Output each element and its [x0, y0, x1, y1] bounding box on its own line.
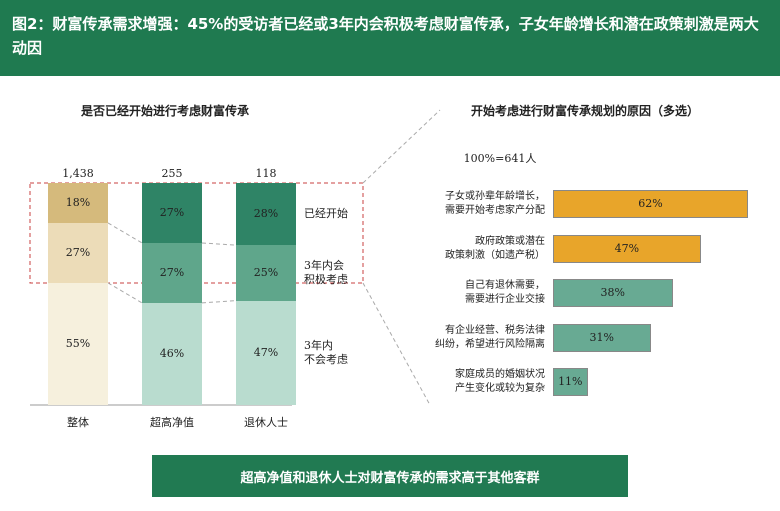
highlight-box	[29, 182, 364, 284]
bar-segment	[236, 245, 296, 301]
connector	[107, 282, 143, 304]
connector	[201, 300, 237, 304]
data-label: 27%	[159, 205, 185, 219]
bar	[553, 234, 701, 263]
footer-box	[152, 455, 628, 497]
bar-segment	[142, 242, 202, 303]
data-label: 55%	[65, 336, 91, 350]
connector	[362, 282, 431, 406]
y-tick-label: 政府政策或潜在 政策刺激（如遗产税）	[445, 235, 545, 261]
connector	[362, 109, 441, 184]
bar	[553, 323, 651, 352]
data-label: 46%	[159, 346, 185, 360]
data-label: 27%	[65, 245, 91, 259]
data-label: 27%	[159, 265, 185, 279]
legend-label: 3年内会 积极考虑	[304, 258, 348, 286]
legend-label: 已经开始	[304, 207, 348, 221]
total-label: 118	[255, 167, 277, 180]
bar-segment	[142, 302, 202, 405]
legend-label: 3年内 不会考虑	[304, 338, 348, 366]
data-label: 28%	[253, 207, 279, 221]
x-tick-label: 超高净值	[150, 416, 194, 429]
data-label: 11%	[558, 375, 583, 388]
y-tick-label: 子女或孙辈年龄增长， 需要开始考虑家产分配	[445, 191, 545, 216]
bar-segment	[48, 183, 108, 223]
x-tick-label: 退休人士	[244, 416, 288, 429]
data-label: 47%	[253, 345, 279, 359]
connector	[201, 242, 237, 246]
chart-title: 是否已经开始进行考虑财富传承	[80, 104, 249, 118]
data-label: 31%	[589, 330, 614, 344]
data-label: 62%	[638, 197, 663, 210]
data-label: 47%	[614, 241, 640, 255]
header-title: 图2：财富传承需求增强：45%的受访者已经或3年内会积极考虑财富传承，子女年龄增…	[12, 15, 759, 57]
bar-segment	[48, 222, 108, 283]
data-label: 18%	[65, 195, 91, 209]
bar-segment	[142, 183, 202, 243]
footer-text: 超高净值和退休人士对财富传承的需求高于其他客群	[240, 471, 540, 486]
y-tick-label: 自己有退休需要， 需要进行企业交接	[465, 280, 545, 305]
header-banner	[0, 0, 780, 76]
y-tick-label: 家庭成员的婚姻状况 产生变化或较为复杂	[455, 369, 545, 394]
y-tick-label: 有企业经营、税务法律 纠纷，希望进行风险隔离	[435, 324, 545, 350]
connector	[107, 222, 143, 244]
chart-title: 开始考虑进行财富传承规划的原因（多选）	[470, 104, 699, 118]
data-label: 38%	[600, 286, 625, 299]
data-label: 25%	[253, 265, 279, 279]
total-label: 1,438	[62, 167, 94, 180]
bar	[553, 368, 588, 396]
bar-segment	[48, 282, 108, 405]
bar	[553, 190, 748, 218]
chart-subtitle: 100%=641人	[463, 152, 537, 165]
bar-segment	[236, 183, 296, 246]
bar-segment	[236, 300, 296, 405]
bar	[553, 279, 673, 307]
x-tick-label: 整体	[67, 416, 89, 429]
total-label: 255	[161, 167, 183, 180]
